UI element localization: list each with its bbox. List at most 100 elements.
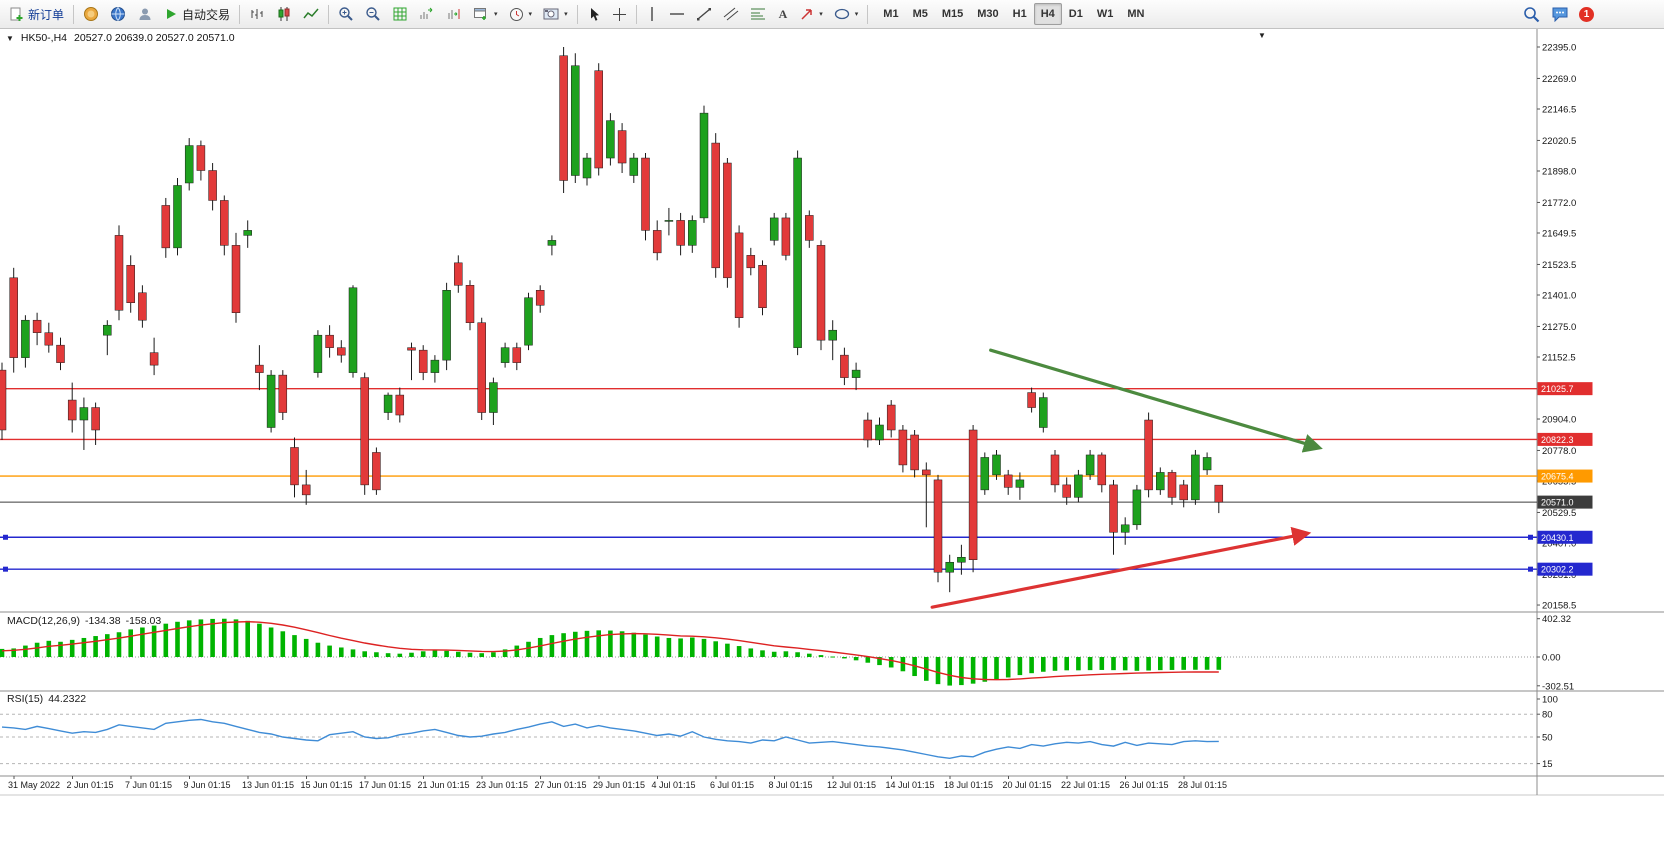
zoom-out-button[interactable] <box>360 3 386 25</box>
autotrading-button[interactable]: 自动交易 <box>159 3 235 25</box>
channel-tool-button[interactable] <box>718 3 744 25</box>
cursor-tool-button[interactable] <box>582 3 606 25</box>
chevron-down-icon: ▾ <box>854 11 859 18</box>
arrows-tool-button[interactable]: ▾ <box>795 3 828 25</box>
grid-icon <box>393 7 407 21</box>
timeframe-d1[interactable]: D1 <box>1062 3 1090 25</box>
svg-text:22020.5: 22020.5 <box>1542 136 1576 147</box>
svg-text:21152.5: 21152.5 <box>1542 353 1576 364</box>
svg-text:20529.5: 20529.5 <box>1542 508 1576 519</box>
rsi-name: RSI(15) <box>7 693 44 705</box>
timeframe-h4[interactable]: H4 <box>1033 3 1062 25</box>
text-tool-icon: A <box>778 6 788 21</box>
notification-badge[interactable]: 1 <box>1579 6 1594 22</box>
horizontal-line-tool-button[interactable] <box>664 3 690 25</box>
fibonacci-tool-button[interactable] <box>745 3 771 25</box>
chart-shift-button[interactable] <box>441 3 467 25</box>
crosshair-tool-button[interactable] <box>607 3 632 25</box>
timeframe-m30[interactable]: M30 <box>970 3 1005 25</box>
user-icon <box>139 8 151 20</box>
equidistant-channel-icon <box>723 7 738 21</box>
toolbar: 新订单 自动交易 ▾ ▾ <box>0 0 1664 29</box>
timeframe-m1[interactable]: M1 <box>876 3 905 25</box>
svg-text:22395.0: 22395.0 <box>1542 43 1576 54</box>
zoom-in-button[interactable] <box>333 3 359 25</box>
bar-chart-button[interactable] <box>244 3 270 25</box>
globe-icon <box>111 7 126 21</box>
trendline-tool-button[interactable] <box>691 3 717 25</box>
svg-text:2 Jun 01:15: 2 Jun 01:15 <box>67 780 114 790</box>
svg-text:21025.7: 21025.7 <box>1541 384 1574 394</box>
horizontal-line-icon <box>669 13 684 15</box>
price-badge <box>1537 382 1593 396</box>
svg-text:29 Jun 01:15: 29 Jun 01:15 <box>593 780 645 790</box>
candles <box>0 47 1224 593</box>
zoom-out-icon <box>366 7 380 21</box>
timeframe-w1[interactable]: W1 <box>1090 3 1121 25</box>
toolbar-separator <box>239 4 241 24</box>
svg-text:17 Jun 01:15: 17 Jun 01:15 <box>359 780 411 790</box>
svg-text:21898.0: 21898.0 <box>1542 167 1576 178</box>
chart-context-arrow-icon[interactable]: ▼ <box>6 33 14 43</box>
svg-text:-302.51: -302.51 <box>1542 681 1574 692</box>
line-handle[interactable] <box>1528 566 1533 572</box>
uptrend-arrow[interactable] <box>930 526 1312 609</box>
svg-text:20158.5: 20158.5 <box>1542 601 1576 612</box>
new-order-icon <box>10 7 23 21</box>
line-handle[interactable] <box>1528 534 1533 540</box>
timeframe-mn[interactable]: MN <box>1120 3 1151 25</box>
chat-button[interactable] <box>1546 3 1574 25</box>
line-handle[interactable] <box>3 566 8 572</box>
web-community-button[interactable] <box>105 3 131 25</box>
vertical-line-tool-button[interactable] <box>641 3 663 25</box>
community-gold-button[interactable] <box>78 3 104 25</box>
time-axis[interactable]: 31 May 2022 2 Jun 01:15 7 Jun 01:15 9 Jun 0… <box>8 776 1227 790</box>
macd-signal-value: -158.03 <box>125 615 162 627</box>
svg-text:402.32: 402.32 <box>1542 614 1571 625</box>
macd-pane: 402.32 0.00 -302.51 <box>0 614 1574 692</box>
line-chart-button[interactable] <box>298 3 324 25</box>
svg-text:22 Jul 01:15: 22 Jul 01:15 <box>1061 780 1110 790</box>
svg-text:31 May 2022: 31 May 2022 <box>8 780 60 790</box>
crosshair-icon <box>612 7 626 21</box>
cursor-icon <box>590 7 599 21</box>
ellipse-shape-icon <box>834 8 849 20</box>
toolbar-separator <box>867 4 869 24</box>
svg-text:21 Jun 01:15: 21 Jun 01:15 <box>418 780 470 790</box>
macd-name: MACD(12,26,9) <box>7 615 80 627</box>
search-button[interactable] <box>1518 3 1545 25</box>
svg-text:21523.5: 21523.5 <box>1542 260 1576 271</box>
svg-text:23 Jun 01:15: 23 Jun 01:15 <box>476 780 528 790</box>
svg-text:15: 15 <box>1542 759 1553 770</box>
svg-text:22146.5: 22146.5 <box>1542 105 1576 116</box>
svg-text:18 Jul 01:15: 18 Jul 01:15 <box>944 780 993 790</box>
snapshot-button[interactable]: ▾ <box>538 3 573 25</box>
grid-button[interactable] <box>387 3 413 25</box>
period-clock-button[interactable]: ▾ <box>504 3 538 25</box>
toolbar-separator <box>576 4 578 24</box>
auto-scroll-button[interactable] <box>414 3 440 25</box>
svg-text:14 Jul 01:15: 14 Jul 01:15 <box>886 780 935 790</box>
shapes-tool-button[interactable]: ▾ <box>829 3 864 25</box>
line-handle[interactable] <box>3 534 8 540</box>
text-tool-button[interactable]: A <box>772 3 795 25</box>
new-chart-icon <box>474 8 487 20</box>
chart-ohlc-values: 20527.0 20639.0 20527.0 20571.0 <box>74 32 235 44</box>
toolbar-separator <box>635 4 637 24</box>
timeframe-m5[interactable]: M5 <box>906 3 935 25</box>
svg-text:6 Jul 01:15: 6 Jul 01:15 <box>710 780 754 790</box>
new-order-button[interactable]: 新订单 <box>4 3 69 25</box>
new-chart-button[interactable]: ▾ <box>468 3 503 25</box>
candlestick-chart-button[interactable] <box>271 3 297 25</box>
svg-text:7 Jun 01:15: 7 Jun 01:15 <box>125 780 172 790</box>
svg-text:21649.5: 21649.5 <box>1542 229 1576 240</box>
trendline-icon <box>696 8 711 21</box>
toolbar-separator <box>328 4 330 24</box>
timeframe-h1[interactable]: H1 <box>1006 3 1034 25</box>
downtrend-arrow[interactable] <box>989 348 1323 453</box>
bar-chart-icon <box>251 9 263 19</box>
price-badge <box>1537 530 1593 544</box>
timeframe-m15[interactable]: M15 <box>935 3 970 25</box>
profile-button[interactable] <box>132 3 158 25</box>
